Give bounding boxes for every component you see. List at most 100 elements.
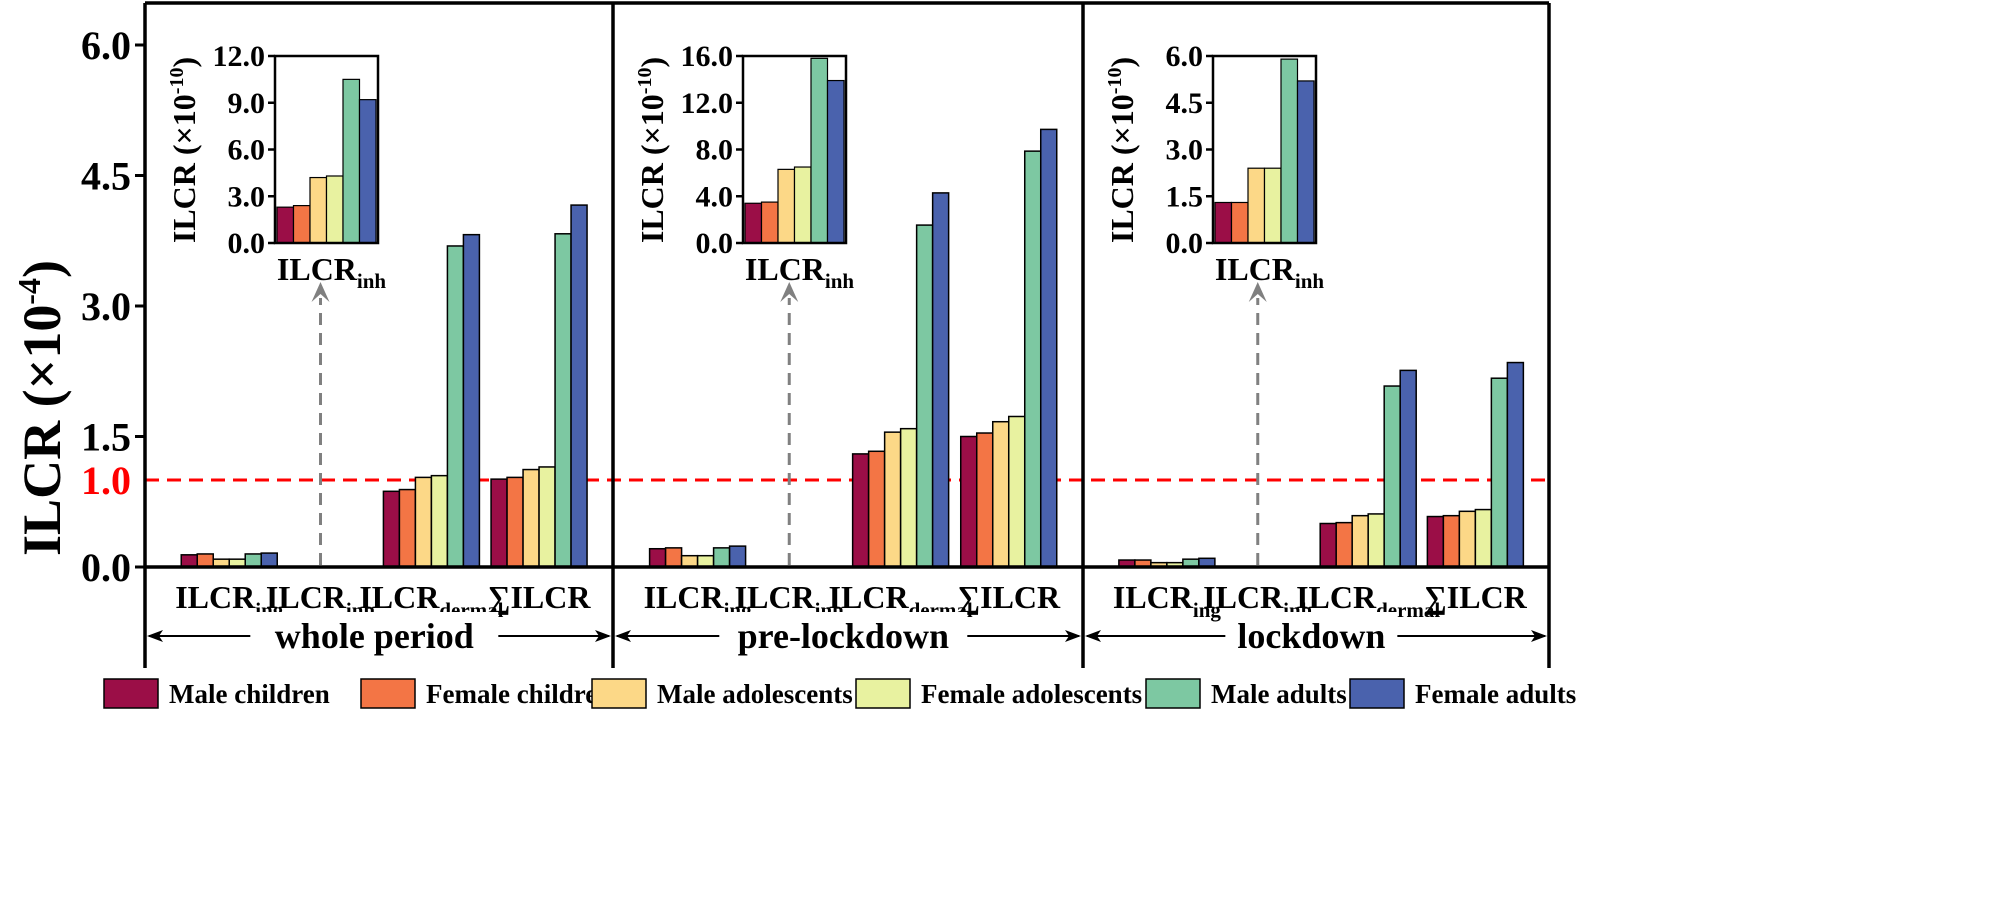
inset-tick-label: 0.0 bbox=[696, 227, 734, 260]
inset-tick-label: 3.0 bbox=[1166, 134, 1204, 167]
bar bbox=[1319, 522, 1337, 568]
inset-bar bbox=[760, 201, 779, 244]
inset-tick-label: 12.0 bbox=[213, 40, 266, 73]
inset-tick-label: 0.0 bbox=[1166, 227, 1204, 260]
inset-x-label-base: ILCR bbox=[277, 251, 358, 287]
legend-label: Male children bbox=[169, 679, 330, 709]
bar bbox=[414, 476, 433, 568]
inset-tick-label: 8.0 bbox=[696, 134, 734, 167]
y-tick-label: 4.5 bbox=[81, 154, 131, 199]
inset-tick-label: 6.0 bbox=[1166, 40, 1204, 73]
bar bbox=[664, 547, 683, 568]
period-arrow-right bbox=[1531, 630, 1547, 642]
bar bbox=[1442, 514, 1461, 568]
period-label: lockdown bbox=[1237, 616, 1385, 656]
bar bbox=[1474, 508, 1493, 568]
bar bbox=[430, 474, 449, 568]
bar bbox=[899, 427, 918, 568]
inset-bar bbox=[358, 99, 377, 244]
inset-x-label-base: ILCR bbox=[1215, 251, 1296, 287]
y-axis-label-text: ILCR (×10 bbox=[12, 305, 72, 556]
inset-y-label: ILCR (×10-10) bbox=[634, 57, 670, 243]
category-label-base: ILCR bbox=[175, 579, 256, 615]
category-label-base: ILCR bbox=[644, 579, 725, 615]
inset-bar bbox=[292, 205, 311, 244]
inset-y-label-close: ) bbox=[634, 57, 670, 68]
inset-x-label: ILCRinh bbox=[745, 251, 855, 293]
bar bbox=[570, 204, 588, 568]
inset-connector-arrowhead bbox=[780, 282, 799, 302]
inset-tick-label: 3.0 bbox=[228, 180, 266, 213]
inset-y-label: ILCR (×10-10) bbox=[166, 57, 202, 243]
bar bbox=[1039, 128, 1058, 568]
inset-bar bbox=[793, 166, 812, 244]
inset-connector-arrowhead bbox=[311, 282, 330, 302]
y-axis-label-exponent: -4 bbox=[11, 278, 47, 305]
inset-y-label-exponent: -10 bbox=[166, 68, 188, 95]
bar bbox=[180, 554, 198, 568]
category-label-sub: ing bbox=[1193, 598, 1222, 622]
category-label-base: ∑ILCR bbox=[1424, 579, 1528, 615]
period-label-bg bbox=[250, 612, 499, 652]
bar bbox=[991, 420, 1010, 568]
y-tick-label: 6.0 bbox=[81, 23, 131, 68]
category-label: ∑ILCR bbox=[957, 579, 1061, 615]
bar bbox=[382, 490, 401, 568]
category-label-base: ∑ILCR bbox=[957, 579, 1061, 615]
bar bbox=[712, 547, 731, 568]
inset-x-label-sub: inh bbox=[825, 269, 855, 293]
bar bbox=[1490, 377, 1509, 568]
inset-y-label-exponent: -10 bbox=[634, 68, 656, 95]
period-arrow-right bbox=[595, 630, 611, 642]
bar bbox=[196, 553, 214, 568]
bar bbox=[490, 478, 508, 568]
bar bbox=[931, 192, 950, 568]
bar bbox=[398, 488, 417, 568]
period-arrow-left bbox=[1085, 630, 1101, 642]
category-label-base: ∑ILCR bbox=[488, 579, 592, 615]
legend-label: Male adolescents bbox=[657, 679, 853, 709]
inset-bar bbox=[777, 168, 796, 244]
bar bbox=[1458, 510, 1477, 568]
bar bbox=[648, 547, 667, 568]
inset-x-label: ILCRinh bbox=[277, 251, 387, 293]
inset-tick-label: 0.0 bbox=[228, 227, 266, 260]
bar bbox=[554, 233, 572, 568]
bar bbox=[883, 431, 902, 568]
bar bbox=[851, 453, 870, 568]
bar bbox=[1023, 150, 1042, 568]
inset-bar bbox=[309, 176, 328, 244]
period-label: pre-lockdown bbox=[738, 616, 949, 656]
inset-bar bbox=[1296, 80, 1315, 244]
inset-tick-label: 4.0 bbox=[696, 180, 734, 213]
bar bbox=[1383, 385, 1401, 568]
inset-bar bbox=[342, 78, 361, 244]
category-label-base: ILCR bbox=[266, 579, 347, 615]
category-label-base: ILCR bbox=[1203, 579, 1284, 615]
inset-tick-label: 1.5 bbox=[1166, 180, 1204, 213]
bar bbox=[446, 245, 465, 568]
bar bbox=[1367, 513, 1385, 568]
bar bbox=[1399, 369, 1417, 568]
legend-swatch bbox=[1145, 678, 1201, 709]
inset-tick-label: 9.0 bbox=[228, 87, 266, 120]
bar bbox=[1351, 514, 1369, 568]
y-axis-label: ILCR (×10-4) bbox=[11, 260, 72, 556]
bar bbox=[244, 553, 262, 568]
legend-swatch bbox=[591, 678, 647, 709]
category-label: ILCRing bbox=[1113, 579, 1222, 622]
bar bbox=[462, 233, 481, 568]
inset-tick-label: 16.0 bbox=[681, 40, 734, 73]
legend-swatch bbox=[103, 678, 159, 709]
bar bbox=[1335, 521, 1353, 568]
bar bbox=[506, 476, 524, 568]
bar bbox=[538, 466, 556, 568]
inset-bar bbox=[276, 206, 295, 244]
inset-y-label: ILCR (×10-10) bbox=[1104, 57, 1140, 243]
legend-label: Female children bbox=[426, 679, 612, 709]
bar bbox=[975, 432, 994, 568]
category-label-base: ILCR bbox=[1113, 579, 1194, 615]
bar bbox=[867, 450, 886, 568]
threshold-label: 1.0 bbox=[81, 458, 131, 503]
